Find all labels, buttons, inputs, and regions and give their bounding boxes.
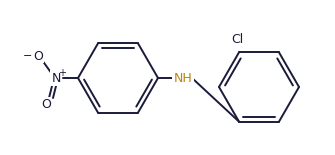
Text: NH: NH <box>174 71 192 84</box>
Text: N: N <box>51 71 61 84</box>
Text: O: O <box>33 49 43 62</box>
Text: −: − <box>23 51 33 61</box>
Text: +: + <box>58 68 66 78</box>
Text: Cl: Cl <box>231 33 243 46</box>
Text: O: O <box>41 97 51 111</box>
